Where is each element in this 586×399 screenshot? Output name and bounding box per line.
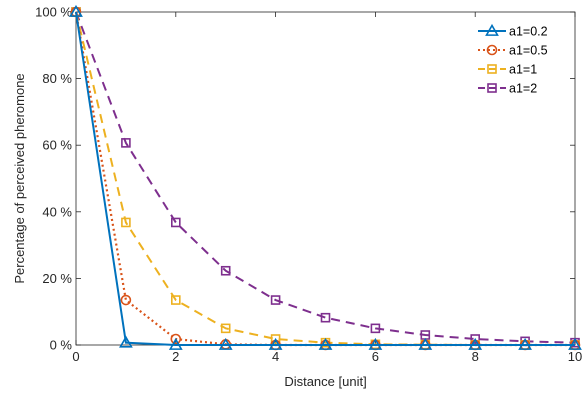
- series-line: [74, 11, 575, 347]
- x-tick-label: 6: [372, 349, 379, 364]
- data-point-marker: [120, 294, 132, 306]
- legend-item: a1=0.2: [478, 23, 548, 39]
- legend-item: a1=1: [478, 63, 537, 77]
- data-point-marker: [121, 138, 131, 148]
- series-line: [75, 11, 576, 344]
- data-point-marker: [220, 323, 231, 334]
- x-axis-ticks: 0 2 4 6 8 10: [72, 12, 582, 364]
- x-tick-label: 2: [172, 349, 179, 364]
- x-tick-label: 10: [568, 349, 582, 364]
- y-tick-label: 100 %: [35, 5, 72, 20]
- legend-marker: [485, 23, 499, 36]
- series-layer: [69, 4, 582, 351]
- legend-marker: [487, 64, 497, 74]
- legend-label: a1=0.2: [509, 25, 548, 39]
- y-axis-ticks: 0 % 20 % 40 % 60 % 80 % 100 %: [35, 5, 575, 353]
- data-point-marker: [568, 337, 582, 350]
- data-point-marker: [168, 337, 183, 350]
- y-tick-label: 60 %: [42, 138, 72, 153]
- x-tick-label: 4: [272, 349, 279, 364]
- data-point-marker: [218, 337, 233, 350]
- y-tick-label: 20 %: [42, 271, 72, 286]
- data-point-marker: [69, 4, 83, 17]
- data-point-marker: [268, 337, 283, 350]
- legend-label: a1=2: [509, 82, 537, 96]
- data-point-marker: [368, 337, 383, 350]
- series-line: [75, 11, 575, 346]
- data-point-marker: [370, 323, 381, 334]
- data-point-marker: [171, 295, 181, 305]
- legend: a1=0.2 a1=0.5 a1=1 a1=2: [478, 23, 548, 96]
- y-tick-label: 0 %: [50, 338, 73, 353]
- legend-marker: [487, 83, 497, 93]
- x-tick-label: 8: [472, 349, 479, 364]
- axes-frame: [75, 11, 576, 346]
- x-tick-label: 0: [72, 349, 79, 364]
- legend-label: a1=0.5: [509, 44, 548, 58]
- data-point-marker: [121, 217, 131, 228]
- x-axis-title: Distance [unit]: [284, 374, 366, 389]
- data-point-marker: [418, 337, 433, 350]
- data-point-marker: [468, 337, 483, 350]
- y-tick-label: 80 %: [42, 71, 72, 86]
- y-axis-title: Percentage of perceived pheromone: [12, 73, 27, 283]
- legend-item: a1=2: [478, 82, 537, 96]
- data-point-marker: [518, 337, 532, 350]
- legend-label: a1=1: [509, 63, 537, 77]
- plot-area-border: [75, 11, 576, 346]
- legend-item: a1=0.5: [478, 44, 548, 58]
- data-point-marker: [171, 217, 181, 228]
- data-point-marker: [220, 265, 231, 276]
- legend-marker: [486, 44, 498, 56]
- data-point-marker: [270, 334, 281, 344]
- data-point-marker: [320, 312, 331, 323]
- data-point-marker: [119, 335, 133, 348]
- series-line: [75, 11, 575, 346]
- y-tick-label: 40 %: [42, 204, 72, 219]
- data-point-marker: [318, 337, 333, 350]
- series-1: [69, 4, 582, 350]
- data-point-marker: [470, 334, 481, 344]
- data-point-marker: [270, 295, 281, 305]
- data-point-marker: [170, 333, 182, 345]
- series-4: [71, 7, 580, 348]
